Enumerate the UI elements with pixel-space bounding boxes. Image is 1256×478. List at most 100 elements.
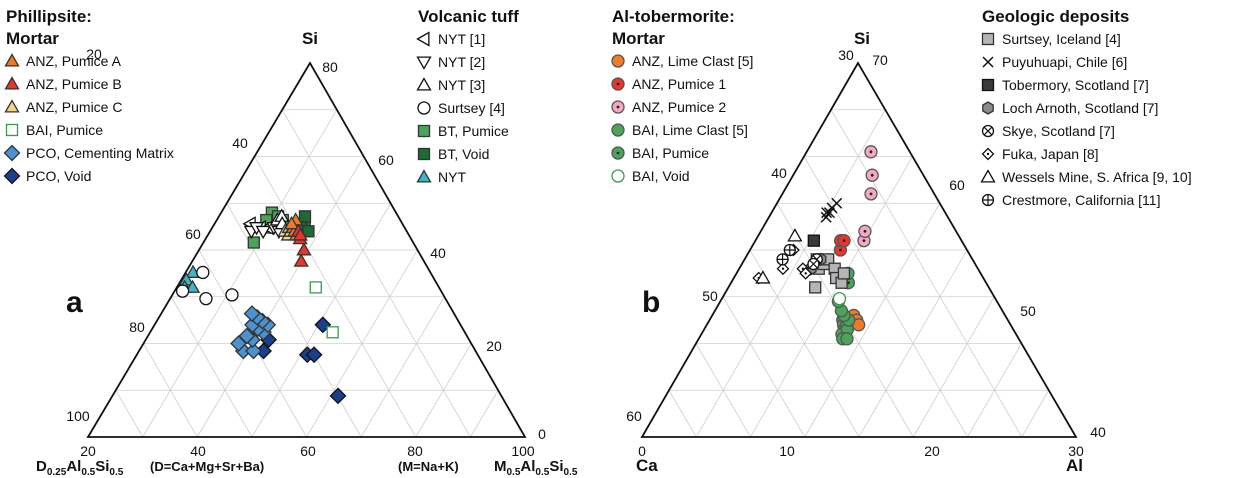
point-anz-pumice-b bbox=[296, 242, 312, 256]
legend-marker bbox=[982, 56, 994, 68]
point-skye-scotland-7 bbox=[807, 257, 820, 271]
bottom-tick: 20 bbox=[80, 443, 96, 459]
grid-line bbox=[142, 109, 338, 438]
grid-line bbox=[115, 390, 143, 438]
point-bai-void bbox=[832, 291, 847, 306]
grid-line bbox=[668, 390, 697, 438]
legend-marker bbox=[981, 147, 995, 161]
panel-label-b: b bbox=[642, 286, 660, 319]
legend-marker bbox=[611, 54, 625, 68]
point-wessels-mine-s-africa-9-10 bbox=[787, 228, 803, 242]
legend-label: Surtsey, Iceland [4] bbox=[1002, 31, 1121, 47]
legend-label: BT, Pumice bbox=[438, 123, 509, 139]
legend-marker bbox=[611, 146, 625, 160]
right-tick: 20 bbox=[486, 338, 502, 354]
point-pco-cementing-matrix bbox=[238, 327, 256, 345]
legend-marker bbox=[982, 101, 994, 115]
phillipsite-legend-title: Mortar bbox=[6, 29, 59, 48]
apex-label-si: Si bbox=[854, 29, 870, 48]
grid-line bbox=[912, 296, 995, 438]
geologic-deposits-legend: Geologic deposits Surtsey, Iceland [4] Puy… bbox=[980, 7, 1192, 208]
grid-line bbox=[804, 203, 941, 438]
right-tick: 60 bbox=[378, 152, 394, 168]
legend-entry-pco-void: PCO, Void bbox=[3, 167, 91, 185]
legend-marker bbox=[416, 56, 432, 70]
legend-marker bbox=[611, 169, 625, 183]
bottom-tick: 100 bbox=[511, 443, 535, 459]
point-surtsey-4 bbox=[199, 291, 213, 306]
legend-marker bbox=[981, 124, 995, 138]
legend-marker bbox=[417, 124, 431, 138]
point-anz-pumice-1 bbox=[837, 233, 851, 248]
right-apex-label: M0.5Al0.5Si0.5 bbox=[494, 458, 578, 478]
grid-line bbox=[1021, 390, 1050, 438]
point-nyt bbox=[184, 279, 201, 293]
point-puyuhuapi-chile-6 bbox=[831, 197, 843, 209]
right-tick: 60 bbox=[949, 177, 965, 193]
legend-label: BAI, Void bbox=[632, 168, 690, 184]
ternary-outline bbox=[640, 61, 1078, 438]
left-tick: 20 bbox=[86, 46, 102, 62]
legend-marker bbox=[611, 123, 625, 137]
point-pco-cementing-matrix bbox=[243, 305, 261, 322]
legend-label: BT, Void bbox=[438, 146, 489, 162]
legend-entry-bai-lime-clast-5: BAI, Lime Clast [5] bbox=[611, 122, 748, 138]
bottom-tick: 10 bbox=[779, 443, 795, 459]
right-note: (M=Na+K) bbox=[398, 459, 459, 474]
legend-entry-nyt-1: NYT [1] bbox=[416, 31, 485, 47]
legend-entry-nyt: NYT bbox=[416, 169, 466, 185]
point-puyuhuapi-chile-6 bbox=[820, 211, 832, 223]
legend-entry-tobermory-scotland-7: Tobermory, Scotland [7] bbox=[981, 77, 1149, 93]
right-tick: 40 bbox=[1090, 424, 1106, 440]
grid-line bbox=[306, 249, 418, 438]
bottom-tick: 0 bbox=[638, 443, 646, 459]
legend-entry-bai-pumice: BAI, Pumice bbox=[5, 122, 103, 138]
point-bai-pumice bbox=[326, 326, 339, 339]
legend-label: PCO, Cementing Matrix bbox=[26, 145, 174, 161]
legend-entry-anz-pumice-2: ANZ, Pumice 2 bbox=[611, 99, 726, 115]
right-tick: 40 bbox=[430, 245, 446, 261]
grid-line bbox=[415, 343, 472, 438]
legend-label: ANZ, Lime Clast [5] bbox=[632, 53, 753, 69]
bottom-tick: 60 bbox=[300, 443, 316, 459]
legend-label: NYT bbox=[438, 169, 466, 185]
al-tobermorite-legend: Al-tobermorite: Mortar ANZ, Lime Clast [5]… bbox=[611, 7, 753, 184]
legend-label: NYT [1] bbox=[438, 31, 485, 47]
left-tick: 50 bbox=[702, 288, 718, 304]
grid-line bbox=[695, 343, 751, 438]
phillipsite-legend-title: Phillipsite: bbox=[6, 7, 92, 26]
point-surtsey-iceland-4 bbox=[809, 281, 822, 294]
legend-entry-surtsey-4: Surtsey [4] bbox=[417, 100, 505, 116]
legend-entry-nyt-2: NYT [2] bbox=[416, 54, 485, 70]
grid-line bbox=[281, 109, 471, 438]
left-tick: 30 bbox=[838, 47, 854, 63]
legend-entry-loch-arnoth-scotland-7: Loch Arnoth, Scotland [7] bbox=[982, 100, 1158, 116]
left-apex-label: D0.25Al0.5Si0.5 bbox=[36, 458, 124, 478]
legend-entry-bt-pumice: BT, Pumice bbox=[417, 123, 509, 139]
legend-label: Wessels Mine, S. Africa [9, 10] bbox=[1002, 169, 1192, 185]
bottom-tick: 40 bbox=[190, 443, 206, 459]
point-tobermory-scotland-7 bbox=[807, 234, 820, 247]
geologic-deposits-legend-title: Geologic deposits bbox=[982, 7, 1129, 26]
legend-marker bbox=[981, 193, 995, 207]
legend-entry-anz-pumice-1: ANZ, Pumice 1 bbox=[611, 76, 726, 92]
legend-entry-surtsey-iceland-4: Surtsey, Iceland [4] bbox=[981, 31, 1121, 47]
grid-line bbox=[170, 296, 253, 438]
legend-marker bbox=[416, 77, 432, 91]
legend-label: ANZ, Pumice 2 bbox=[632, 99, 726, 115]
legend-label: Crestmore, California [11] bbox=[1002, 192, 1160, 208]
legend-entry-anz-pumice-a: ANZ, Pumice A bbox=[4, 53, 122, 69]
right-tick: 50 bbox=[1020, 303, 1036, 319]
legend-label: Fuka, Japan [8] bbox=[1002, 146, 1099, 162]
point-anz-pumice-2 bbox=[864, 187, 878, 201]
legend-label: Tobermory, Scotland [7] bbox=[1002, 77, 1149, 93]
left-tick: 60 bbox=[185, 226, 201, 242]
legend-marker bbox=[611, 77, 625, 91]
legend-label: PCO, Void bbox=[26, 168, 91, 184]
legend-marker bbox=[981, 78, 995, 92]
legend-marker bbox=[3, 167, 21, 185]
legend-entry-bt-void: BT, Void bbox=[417, 146, 489, 162]
point-bt-void bbox=[298, 210, 312, 223]
legend-entry-nyt-3: NYT [3] bbox=[416, 77, 485, 93]
legend-marker bbox=[4, 76, 20, 90]
